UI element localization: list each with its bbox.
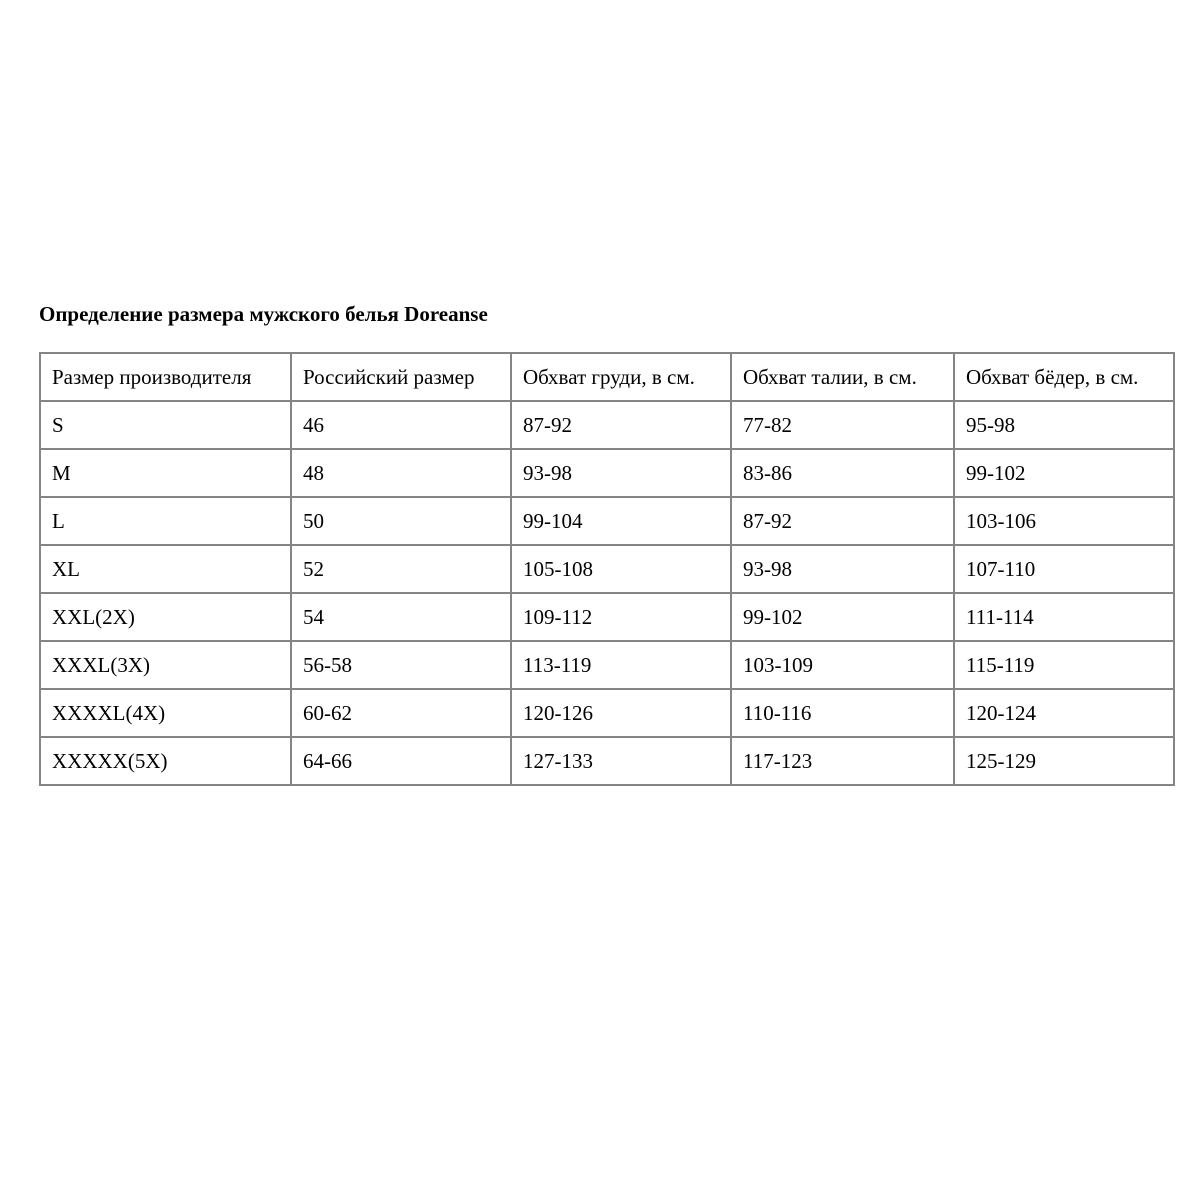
table-cell: 87-92 [730, 496, 955, 546]
table-cell: 52 [290, 544, 512, 594]
page-title: Определение размера мужского белья Dorea… [39, 302, 488, 326]
table-row: M 48 93-98 83-86 99-102 [39, 448, 1175, 498]
table-cell: 115-119 [953, 640, 1175, 690]
table-cell: 120-126 [510, 688, 732, 738]
table-cell: 117-123 [730, 736, 955, 786]
table-cell: 110-116 [730, 688, 955, 738]
table-cell: 64-66 [290, 736, 512, 786]
table-row: XXXL(3X) 56-58 113-119 103-109 115-119 [39, 640, 1175, 690]
header-cell: Обхват бёдер, в см. [953, 352, 1175, 402]
table-header-row: Размер производителя Российский размер О… [39, 352, 1175, 402]
table-row: L 50 99-104 87-92 103-106 [39, 496, 1175, 546]
table-cell: 87-92 [510, 400, 732, 450]
table-cell: 109-112 [510, 592, 732, 642]
table-row: XXL(2X) 54 109-112 99-102 111-114 [39, 592, 1175, 642]
table-cell: M [39, 448, 292, 498]
table-cell: 125-129 [953, 736, 1175, 786]
table-cell: 99-104 [510, 496, 732, 546]
table-cell: XXXL(3X) [39, 640, 292, 690]
table-row: S 46 87-92 77-82 95-98 [39, 400, 1175, 450]
table-row: XXXXX(5X) 64-66 127-133 117-123 125-129 [39, 736, 1175, 786]
table-cell: 48 [290, 448, 512, 498]
table-cell: S [39, 400, 292, 450]
table-cell: 93-98 [730, 544, 955, 594]
table-cell: XXXXX(5X) [39, 736, 292, 786]
table-cell: XL [39, 544, 292, 594]
table-cell: 113-119 [510, 640, 732, 690]
table-cell: 120-124 [953, 688, 1175, 738]
table-cell: 77-82 [730, 400, 955, 450]
table-cell: L [39, 496, 292, 546]
table-cell: 95-98 [953, 400, 1175, 450]
table-cell: 54 [290, 592, 512, 642]
table-cell: XXL(2X) [39, 592, 292, 642]
table-cell: 103-106 [953, 496, 1175, 546]
table-cell: 46 [290, 400, 512, 450]
table-cell: 111-114 [953, 592, 1175, 642]
table-cell: 127-133 [510, 736, 732, 786]
table-cell: 50 [290, 496, 512, 546]
table-cell: 99-102 [730, 592, 955, 642]
table-cell: 103-109 [730, 640, 955, 690]
table-cell: XXXXL(4X) [39, 688, 292, 738]
table-row: XL 52 105-108 93-98 107-110 [39, 544, 1175, 594]
table-cell: 83-86 [730, 448, 955, 498]
table-cell: 107-110 [953, 544, 1175, 594]
table-cell: 60-62 [290, 688, 512, 738]
header-cell: Обхват талии, в см. [730, 352, 955, 402]
header-cell: Российский размер [290, 352, 512, 402]
table-row: XXXXL(4X) 60-62 120-126 110-116 120-124 [39, 688, 1175, 738]
header-cell: Размер производителя [39, 352, 292, 402]
table-cell: 56-58 [290, 640, 512, 690]
table-cell: 93-98 [510, 448, 732, 498]
table-cell: 105-108 [510, 544, 732, 594]
header-cell: Обхват груди, в см. [510, 352, 732, 402]
size-table: Размер производителя Российский размер О… [39, 352, 1175, 786]
table-cell: 99-102 [953, 448, 1175, 498]
